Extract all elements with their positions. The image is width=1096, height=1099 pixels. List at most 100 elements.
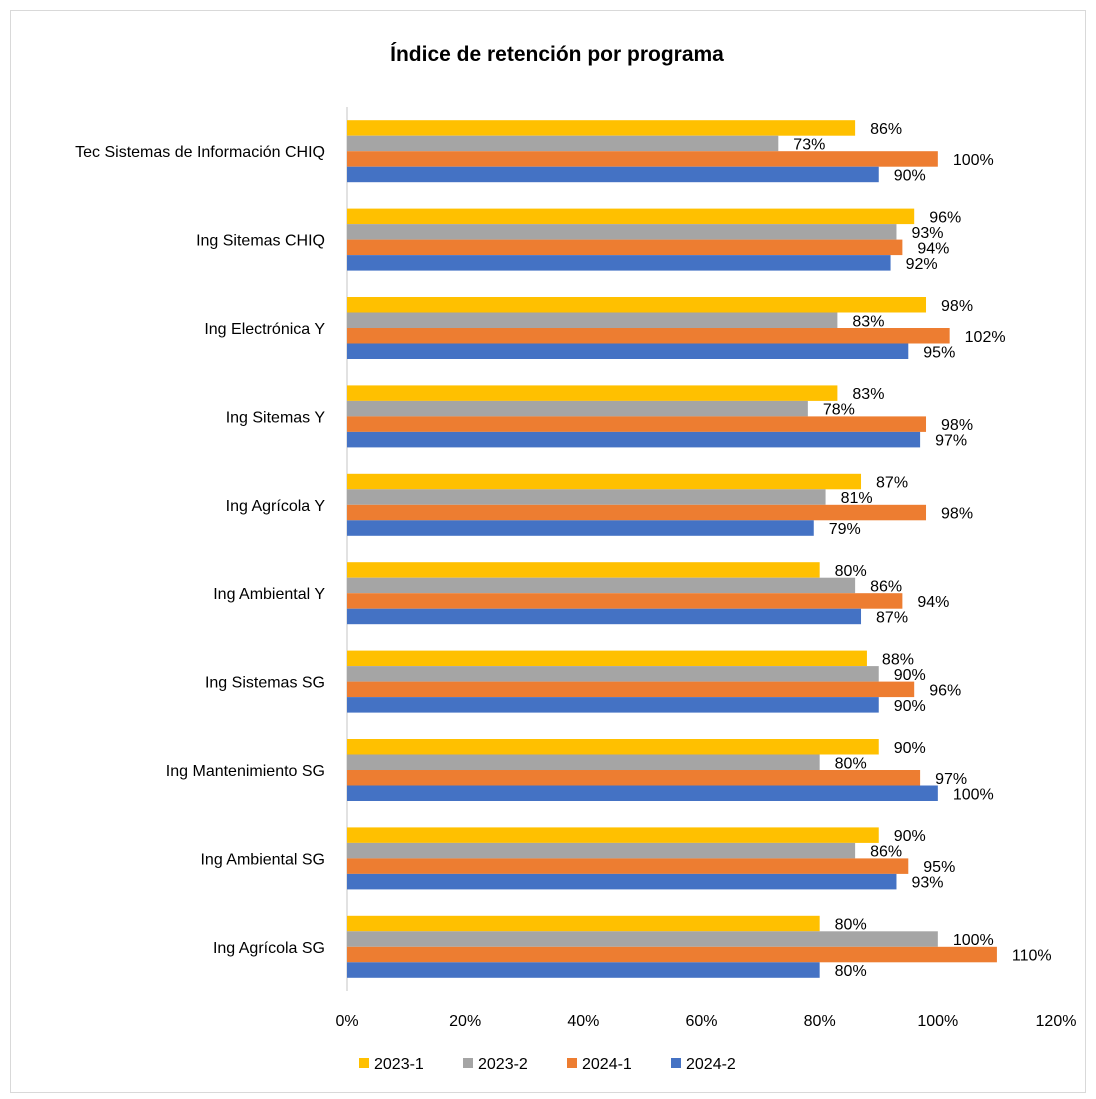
- bar-2024-1: [347, 593, 903, 609]
- x-axis-ticks: 0% 20% 40% 60% 80% 100% 120%: [335, 1013, 1076, 1030]
- legend-label: 2023-1: [374, 1056, 424, 1073]
- bar-2024-2: [347, 608, 862, 625]
- data-label: 100%: [953, 152, 994, 169]
- bar-2023-1: [347, 385, 838, 401]
- bar-2023-2: [347, 135, 779, 152]
- data-label: 100%: [953, 786, 994, 803]
- category-label: Ing Sistemas SG: [205, 675, 325, 692]
- bar-2023-2: [347, 931, 938, 947]
- data-label: 87%: [876, 475, 908, 492]
- bar-2024-1: [347, 239, 903, 256]
- data-label: 102%: [965, 329, 1006, 346]
- bar-2024-2: [347, 697, 879, 713]
- legend-swatch: [567, 1058, 577, 1068]
- bar-2024-2: [347, 255, 891, 271]
- category-label: Ing Agrícola Y: [226, 498, 326, 515]
- x-tick-label: 20%: [449, 1013, 481, 1030]
- bar-2023-2: [347, 400, 808, 417]
- bar-2024-1: [347, 681, 915, 698]
- bar-2024-2: [347, 431, 921, 448]
- category-label: Tec Sistemas de Información CHIQ: [75, 144, 325, 161]
- bar-2023-1: [347, 120, 856, 136]
- bar-2024-1: [347, 151, 938, 167]
- bar-2024-2: [347, 343, 909, 359]
- legend-swatch: [671, 1058, 681, 1068]
- bar-2024-2: [347, 785, 938, 801]
- bar-2024-1: [347, 946, 997, 963]
- data-label: 100%: [953, 932, 994, 949]
- data-label: 96%: [929, 682, 961, 699]
- chart-title: Índice de retención por programa: [390, 43, 724, 66]
- bar-2023-1: [347, 650, 867, 667]
- bar-2023-2: [347, 754, 820, 770]
- data-label: 97%: [935, 433, 967, 450]
- bar-2024-2: [347, 873, 897, 890]
- bar-2024-1: [347, 416, 927, 432]
- data-label: 88%: [882, 651, 914, 668]
- bar-2023-1: [347, 562, 820, 578]
- legend-swatch: [359, 1058, 369, 1068]
- bar-2024-2: [347, 962, 820, 978]
- data-label: 92%: [906, 256, 938, 273]
- x-tick-label: 120%: [1036, 1013, 1077, 1030]
- x-tick-label: 80%: [804, 1013, 836, 1030]
- data-label: 80%: [835, 755, 867, 772]
- bar-2023-2: [347, 312, 838, 328]
- bar-2023-1: [347, 473, 862, 490]
- bar-2023-2: [347, 577, 856, 594]
- category-label: Ing Electrónica Y: [204, 321, 325, 338]
- data-label: 83%: [852, 313, 884, 330]
- data-label: 78%: [823, 402, 855, 419]
- bar-2024-2: [347, 166, 879, 183]
- bars: [347, 120, 997, 978]
- data-label: 90%: [894, 828, 926, 845]
- data-label: 96%: [929, 209, 961, 226]
- data-label: 94%: [917, 594, 949, 611]
- legend-label: 2024-1: [582, 1056, 632, 1073]
- chart-container: Índice de retención por programa Tec Sis…: [10, 10, 1086, 1093]
- data-label: 93%: [911, 875, 943, 892]
- x-tick-label: 40%: [567, 1013, 599, 1030]
- category-label: Ing Mantenimiento SG: [166, 763, 325, 780]
- data-label: 86%: [870, 578, 902, 595]
- data-label: 90%: [894, 740, 926, 757]
- category-axis: Tec Sistemas de Información CHIQ Ing Site…: [75, 107, 348, 991]
- data-label: 80%: [835, 917, 867, 934]
- data-label: 94%: [917, 240, 949, 257]
- category-label: Ing Sitemas Y: [226, 409, 326, 426]
- data-label: 90%: [894, 167, 926, 184]
- x-tick-label: 100%: [917, 1013, 958, 1030]
- bar-2024-1: [347, 858, 909, 874]
- bar-2024-1: [347, 328, 950, 344]
- data-label: 98%: [941, 298, 973, 315]
- x-tick-label: 0%: [335, 1013, 358, 1030]
- category-label: Ing Sitemas CHIQ: [196, 233, 325, 250]
- data-label: 90%: [894, 698, 926, 715]
- legend: 2023-1 2023-2 2024-1 2024-2: [359, 1056, 736, 1073]
- bar-2023-2: [347, 224, 897, 240]
- data-label: 95%: [923, 859, 955, 876]
- data-label: 80%: [835, 563, 867, 580]
- data-label: 110%: [1012, 948, 1052, 965]
- data-label: 73%: [793, 136, 825, 153]
- data-label: 87%: [876, 609, 908, 626]
- bar-2024-1: [347, 770, 921, 786]
- legend-label: 2023-2: [478, 1056, 528, 1073]
- bar-2023-1: [347, 915, 820, 932]
- category-label: Ing Agrícola SG: [213, 940, 325, 957]
- data-label: 79%: [829, 521, 861, 538]
- data-label: 98%: [941, 506, 973, 523]
- bar-2023-1: [347, 739, 879, 755]
- data-label: 93%: [911, 225, 943, 242]
- bar-2024-1: [347, 504, 927, 521]
- data-labels: 86%73%100%90%96%93%94%92%98%83%102%95%83…: [793, 121, 1051, 980]
- data-label: 97%: [935, 771, 967, 788]
- data-label: 95%: [923, 344, 955, 361]
- legend-swatch: [463, 1058, 473, 1068]
- data-label: 81%: [841, 490, 873, 507]
- bar-chart: Índice de retención por programa Tec Sis…: [75, 43, 1076, 1073]
- bar-2023-2: [347, 842, 856, 859]
- category-label: Ing Ambiental SG: [200, 851, 325, 868]
- bar-2024-2: [347, 520, 814, 536]
- legend-label: 2024-2: [686, 1056, 736, 1073]
